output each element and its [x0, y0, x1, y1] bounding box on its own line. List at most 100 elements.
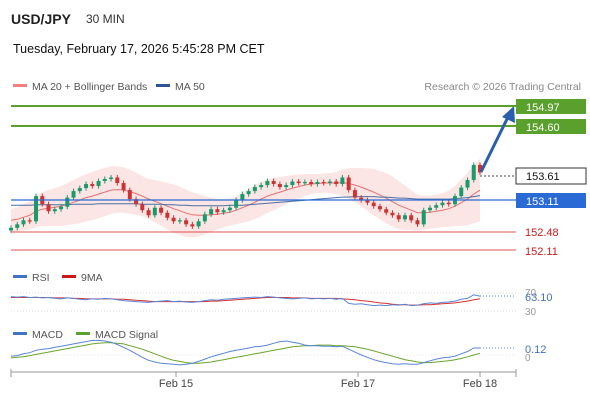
candle-body: [296, 181, 301, 184]
candle-body: [196, 221, 201, 227]
candle-body: [384, 209, 389, 213]
candle-body: [127, 190, 132, 200]
candle-body: [309, 182, 314, 185]
candle-body: [221, 210, 226, 213]
x-tick-label: Feb 18: [463, 378, 497, 390]
ma50-line: [11, 195, 481, 207]
pivot-label: 153.11: [526, 196, 559, 208]
macd-signal-swatch: [76, 332, 90, 335]
candle-body: [265, 181, 270, 186]
candle-body: [434, 205, 439, 208]
candle-body: [240, 194, 245, 201]
rsi-ma-swatch: [62, 275, 76, 278]
bollinger-band: [11, 158, 480, 238]
macd-signal-legend: MACD Signal: [95, 329, 158, 341]
target2-box: [516, 99, 586, 114]
candle-body: [346, 177, 351, 191]
candle-body: [321, 182, 326, 184]
timeframe-label: 30 MIN: [86, 12, 125, 26]
candle-body: [315, 182, 320, 185]
instrument-title: USD/JPY: [11, 11, 72, 27]
candle-body: [415, 220, 420, 225]
last-price-label: 153.61: [526, 171, 560, 183]
rsi-30-label: 30: [525, 307, 537, 318]
pivot-box: [516, 193, 586, 208]
ma20-bb-swatch: [13, 84, 27, 87]
macd-value-label: 0.12: [525, 344, 546, 356]
candle-body: [352, 190, 357, 198]
candle-body: [177, 220, 182, 222]
candle-body: [77, 188, 82, 192]
candle-body: [390, 212, 395, 216]
candle-body: [252, 187, 257, 192]
candle-body: [471, 164, 476, 181]
candle-body: [359, 197, 364, 201]
candle-body: [377, 206, 382, 210]
candle-body: [165, 212, 170, 218]
candle-body: [21, 220, 26, 225]
rsi-ma-line: [11, 297, 481, 306]
candle-body: [284, 185, 289, 188]
credit-label: Research © 2026 Trading Central: [424, 81, 581, 93]
datetime-label: Tuesday, February 17, 2026 5:45:28 PM CE…: [13, 42, 265, 56]
candle-body: [140, 204, 145, 211]
rsi-70-label: 70: [525, 288, 537, 299]
candle-body: [365, 200, 370, 203]
candle-body: [227, 207, 232, 211]
candle-body: [15, 224, 20, 228]
candle-body: [52, 209, 57, 212]
x-tick-label: Feb 15: [159, 378, 193, 390]
macd-legend: MACD: [32, 329, 63, 341]
candle-body: [409, 215, 414, 221]
candle-body: [327, 181, 332, 184]
candle-body: [246, 191, 251, 195]
macd-pane: [10, 339, 481, 366]
rsi-ma-legend: 9MA: [81, 272, 103, 284]
ma50-swatch: [156, 84, 170, 87]
candle-body: [190, 224, 195, 227]
candle-body: [478, 164, 482, 173]
candle-body: [90, 184, 95, 187]
rsi-swatch: [13, 275, 27, 278]
rsi-pane: [10, 294, 481, 307]
candle-body: [459, 187, 464, 197]
candle-body: [277, 184, 282, 188]
candle-body: [46, 204, 51, 212]
candle-body: [9, 227, 13, 231]
candle-body: [27, 220, 32, 222]
candle-body: [440, 202, 445, 206]
ma20-bb-legend: MA 20 + Bollinger Bands: [32, 81, 147, 93]
candle-body: [134, 199, 139, 205]
candle-body: [102, 179, 107, 182]
candle-body: [109, 177, 114, 180]
ma20-line: [10, 181, 481, 221]
candle-body: [184, 220, 189, 225]
candle-body: [259, 185, 264, 188]
macd-zero-label: 0: [525, 353, 531, 364]
candle-body: [371, 202, 376, 207]
candle-body: [115, 177, 120, 184]
candle-body: [121, 183, 126, 191]
candle-body: [65, 197, 70, 207]
candle-body: [209, 209, 214, 215]
candle-body: [396, 215, 401, 220]
candle-body: [465, 180, 470, 188]
candle-body: [59, 206, 64, 210]
candle-body: [271, 181, 276, 185]
target2-label: 154.97: [526, 102, 560, 114]
candle-body: [159, 207, 164, 213]
x-tick-label: Feb 17: [341, 378, 375, 390]
candle-body: [152, 207, 157, 216]
candle-body: [302, 182, 307, 184]
candle-body: [84, 184, 89, 189]
candle-body: [427, 207, 432, 211]
projection-arrow-head: [502, 106, 515, 123]
rsi-legend: RSI: [32, 272, 50, 284]
candle-body: [96, 181, 101, 187]
candle-body: [402, 215, 407, 220]
candle-body: [202, 214, 207, 222]
candle-body: [71, 191, 76, 198]
candle-body: [146, 210, 151, 216]
price-pane: [9, 158, 482, 238]
candle-body: [215, 209, 220, 213]
